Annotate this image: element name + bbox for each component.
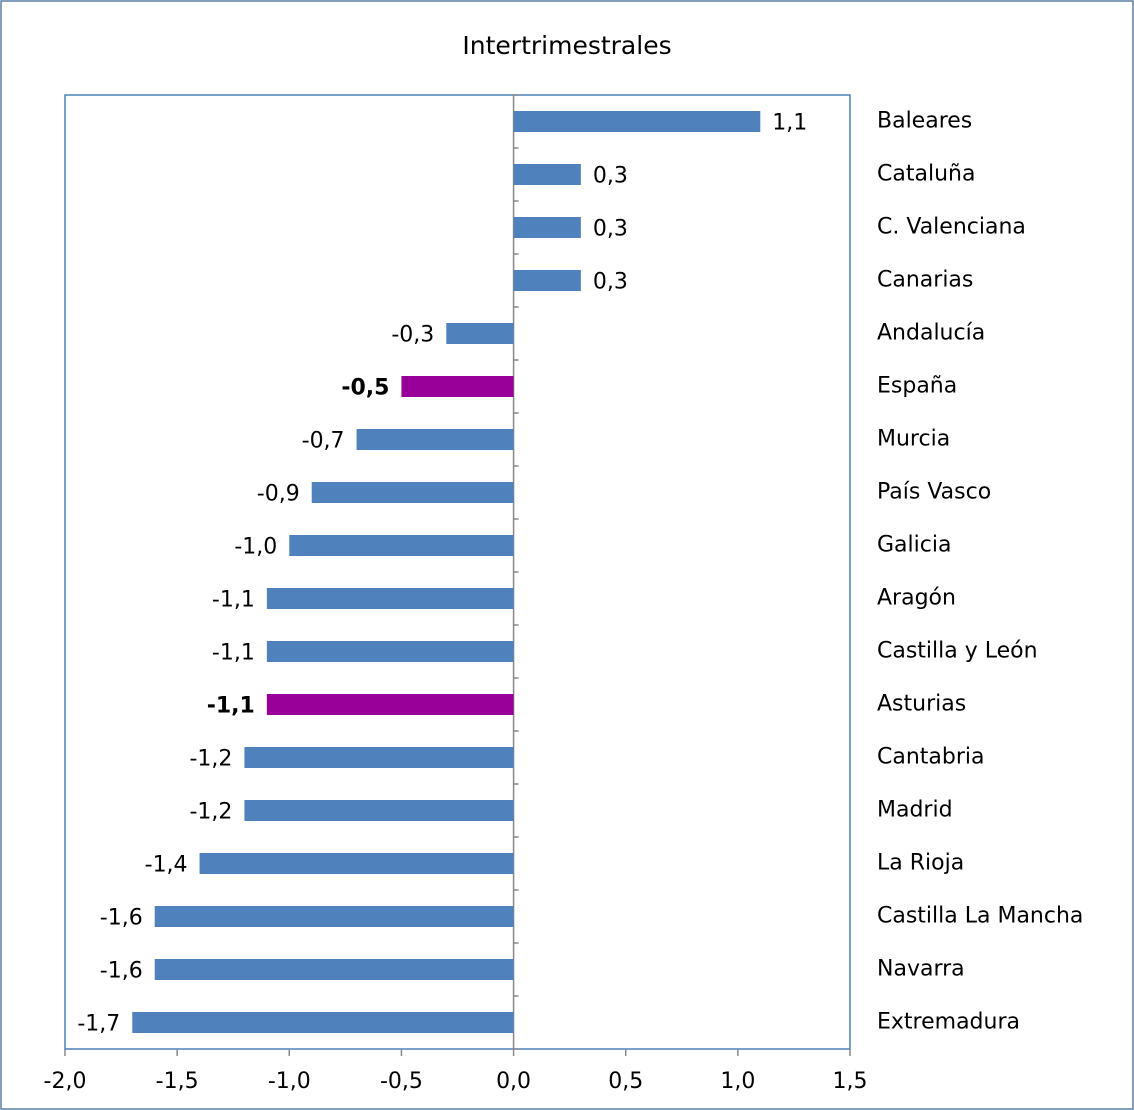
category-label: Cataluña (877, 162, 975, 187)
bar (244, 747, 514, 768)
bar (266, 641, 514, 662)
value-label: -0,7 (302, 429, 345, 454)
value-label: -1,6 (100, 906, 143, 931)
category-label: Aragón (877, 586, 956, 611)
value-label: -1,4 (145, 853, 188, 878)
value-label: -1,2 (189, 800, 232, 825)
category-label: Navarra (877, 957, 965, 982)
x-tick-label: -1,5 (156, 1069, 199, 1094)
bar (401, 376, 514, 397)
x-tick-label: 0,0 (496, 1069, 531, 1094)
plot-area (64, 94, 851, 1050)
bar (199, 853, 514, 874)
value-label: 0,3 (593, 217, 628, 242)
chart-title: Intertrimestrales (462, 31, 671, 60)
category-label: España (877, 374, 957, 399)
value-label: 0,3 (593, 270, 628, 295)
bar (266, 588, 514, 609)
category-label: Madrid (877, 798, 953, 823)
bar (513, 217, 581, 238)
value-label: -1,1 (212, 588, 255, 613)
x-tick-label: -2,0 (44, 1069, 87, 1094)
category-label: La Rioja (877, 851, 964, 876)
value-label: -1,2 (189, 747, 232, 772)
x-tick-label: 0,5 (608, 1069, 643, 1094)
value-label: 0,3 (593, 164, 628, 189)
bar (154, 959, 514, 980)
x-tick-label: 1,0 (720, 1069, 755, 1094)
category-label: C. Valenciana (877, 215, 1026, 240)
bar (513, 164, 581, 185)
value-label: -1,0 (234, 535, 277, 560)
bar (513, 270, 581, 291)
category-label: Galicia (877, 533, 951, 558)
category-label: Castilla La Mancha (877, 904, 1083, 929)
value-label: -1,7 (77, 1012, 120, 1037)
value-label: -1,1 (207, 694, 255, 719)
x-tick-label: -0,5 (380, 1069, 423, 1094)
bar (311, 482, 514, 503)
bar (289, 535, 514, 556)
x-tick-label: -1,0 (268, 1069, 311, 1094)
category-label: Castilla y León (877, 639, 1038, 664)
value-label: -1,1 (212, 641, 255, 666)
bar (513, 111, 761, 132)
bar (446, 323, 514, 344)
category-label: Extremadura (877, 1010, 1020, 1035)
category-label: Murcia (877, 427, 950, 452)
bar (244, 800, 514, 821)
value-label: -1,6 (100, 959, 143, 984)
bar (266, 694, 514, 715)
category-label: Andalucía (877, 321, 985, 346)
value-label: 1,1 (772, 111, 807, 136)
value-label: -0,9 (257, 482, 300, 507)
category-label: País Vasco (877, 480, 991, 505)
bar (132, 1012, 514, 1033)
category-label: Canarias (877, 268, 973, 293)
bar (154, 906, 514, 927)
category-label: Cantabria (877, 745, 985, 770)
category-label: Asturias (877, 692, 966, 717)
value-label: -0,3 (391, 323, 434, 348)
x-tick-label: 1,5 (833, 1069, 868, 1094)
category-label: Baleares (877, 109, 972, 134)
value-label: -0,5 (341, 376, 389, 401)
bar (356, 429, 514, 450)
